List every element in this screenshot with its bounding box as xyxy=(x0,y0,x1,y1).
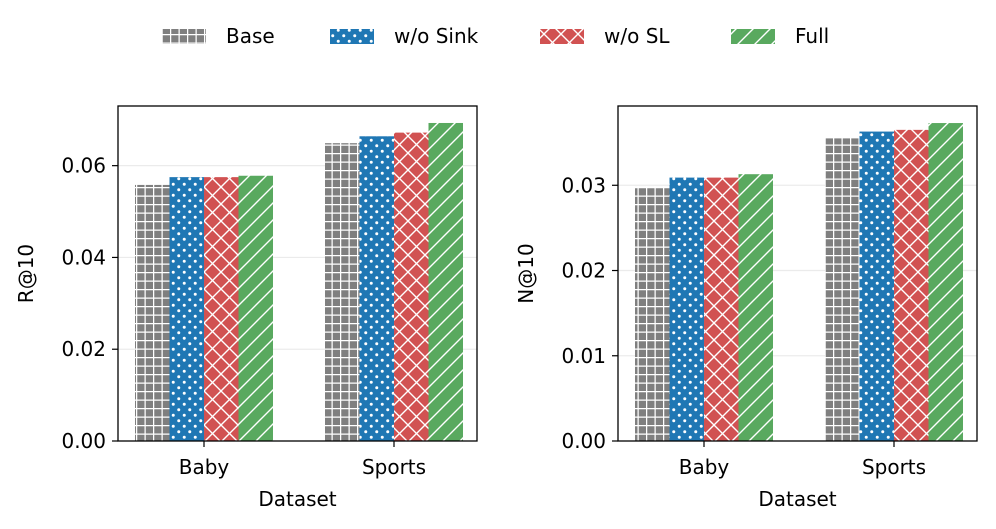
legend-label-full: Full xyxy=(795,24,829,48)
y-tick-label-0: 0.00 xyxy=(61,429,106,453)
legend-label-w-o-sink: w/o Sink xyxy=(394,24,479,48)
chart-ndcg: 0.00 0.01 0.02 0.03 Baby Sports Dataset N@10 xyxy=(514,105,978,511)
y-tick-label-0: 0.00 xyxy=(561,429,606,453)
legend: Base w/o Sink w/o SL Full xyxy=(162,24,829,48)
y-tick-label-2: 0.04 xyxy=(61,245,106,269)
bar-w-o-sl-baby xyxy=(204,177,239,442)
bars-recall xyxy=(135,122,463,442)
legend-item-w-o-sink: w/o Sink xyxy=(330,24,479,48)
legend-label-base: Base xyxy=(226,24,275,48)
bar-w-o-sink-baby xyxy=(169,177,204,442)
x-tick-label-sports: Sports xyxy=(862,455,926,479)
legend-swatch-full xyxy=(731,29,775,44)
y-tick-label-3: 0.03 xyxy=(561,173,606,197)
plot-frame-recall xyxy=(117,105,478,442)
plot-frame-ndcg xyxy=(617,105,978,442)
legend-swatch-base xyxy=(162,29,206,44)
chart-recall: 0.00 0.02 0.04 0.06 Baby Sports Dataset R@10 xyxy=(14,105,478,511)
x-tick-label-sports: Sports xyxy=(362,455,426,479)
x-tick-label-baby: Baby xyxy=(179,455,230,479)
bar-base-baby xyxy=(635,186,670,441)
bar-w-o-sink-baby xyxy=(669,177,704,441)
bar-w-o-sink-sports xyxy=(859,131,894,442)
bar-w-o-sl-sports xyxy=(394,132,429,441)
bar-full-sports xyxy=(928,123,963,442)
legend-swatch-w-o-sink xyxy=(330,29,374,44)
x-axis-label-recall: Dataset xyxy=(258,487,336,511)
y-axis-label-ndcg: N@10 xyxy=(514,243,538,303)
y-tick-label-1: 0.02 xyxy=(61,337,106,361)
bar-w-o-sl-baby xyxy=(704,177,739,441)
y-tick-label-3: 0.06 xyxy=(61,154,106,178)
y-tick-label-2: 0.02 xyxy=(561,259,606,283)
legend-swatch-w-o-sl xyxy=(540,29,584,44)
bar-w-o-sink-sports xyxy=(359,136,394,442)
legend-item-full: Full xyxy=(731,24,829,48)
y-axis-label-recall: R@10 xyxy=(14,244,38,303)
bar-full-sports xyxy=(428,122,463,441)
bar-base-baby xyxy=(135,184,170,441)
bar-w-o-sl-sports xyxy=(894,129,929,442)
bar-full-baby xyxy=(238,175,273,441)
bar-full-baby xyxy=(738,174,773,441)
legend-item-w-o-sl: w/o SL xyxy=(540,24,670,48)
x-axis-label-ndcg: Dataset xyxy=(758,487,836,511)
bar-base-sports xyxy=(325,143,360,441)
y-tick-label-1: 0.01 xyxy=(561,344,606,368)
bars-ndcg xyxy=(635,123,963,442)
x-tick-label-baby: Baby xyxy=(679,455,730,479)
legend-item-base: Base xyxy=(162,24,275,48)
bar-base-sports xyxy=(825,138,860,442)
legend-label-w-o-sl: w/o SL xyxy=(604,24,670,48)
